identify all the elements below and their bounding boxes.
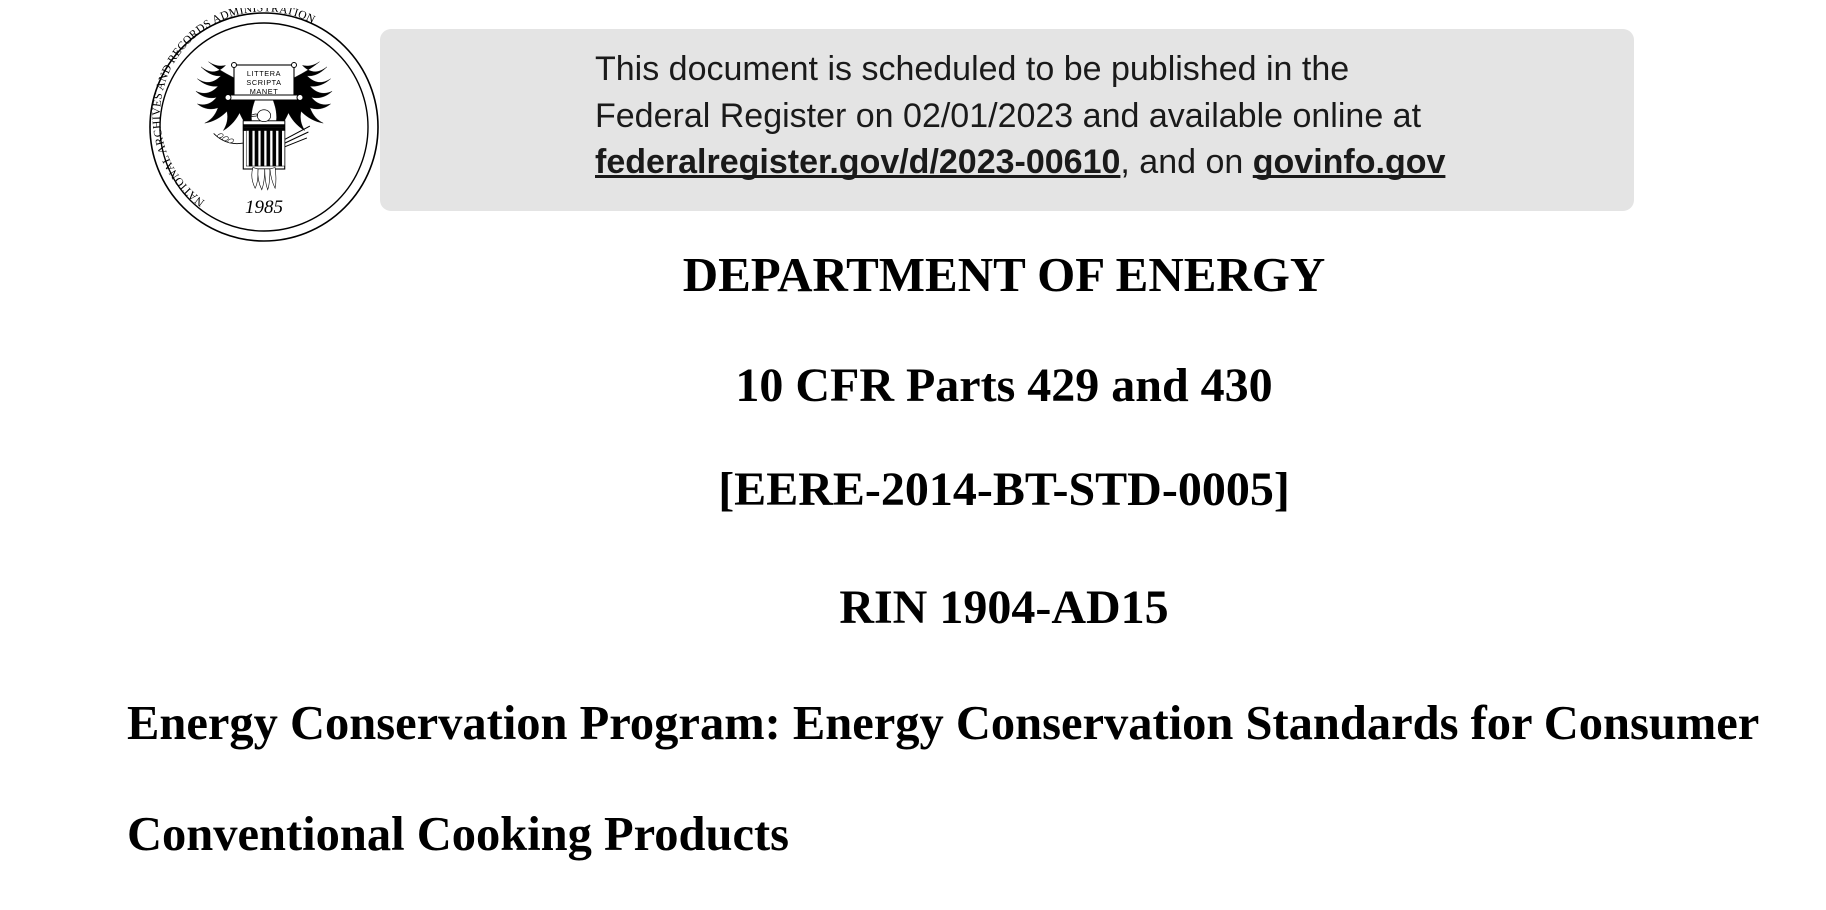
svg-text:MANET: MANET xyxy=(250,87,279,96)
svg-text:SCRIPTA: SCRIPTA xyxy=(246,78,281,87)
svg-text:LITTERA: LITTERA xyxy=(247,69,281,78)
svg-text:1985: 1985 xyxy=(245,197,283,218)
